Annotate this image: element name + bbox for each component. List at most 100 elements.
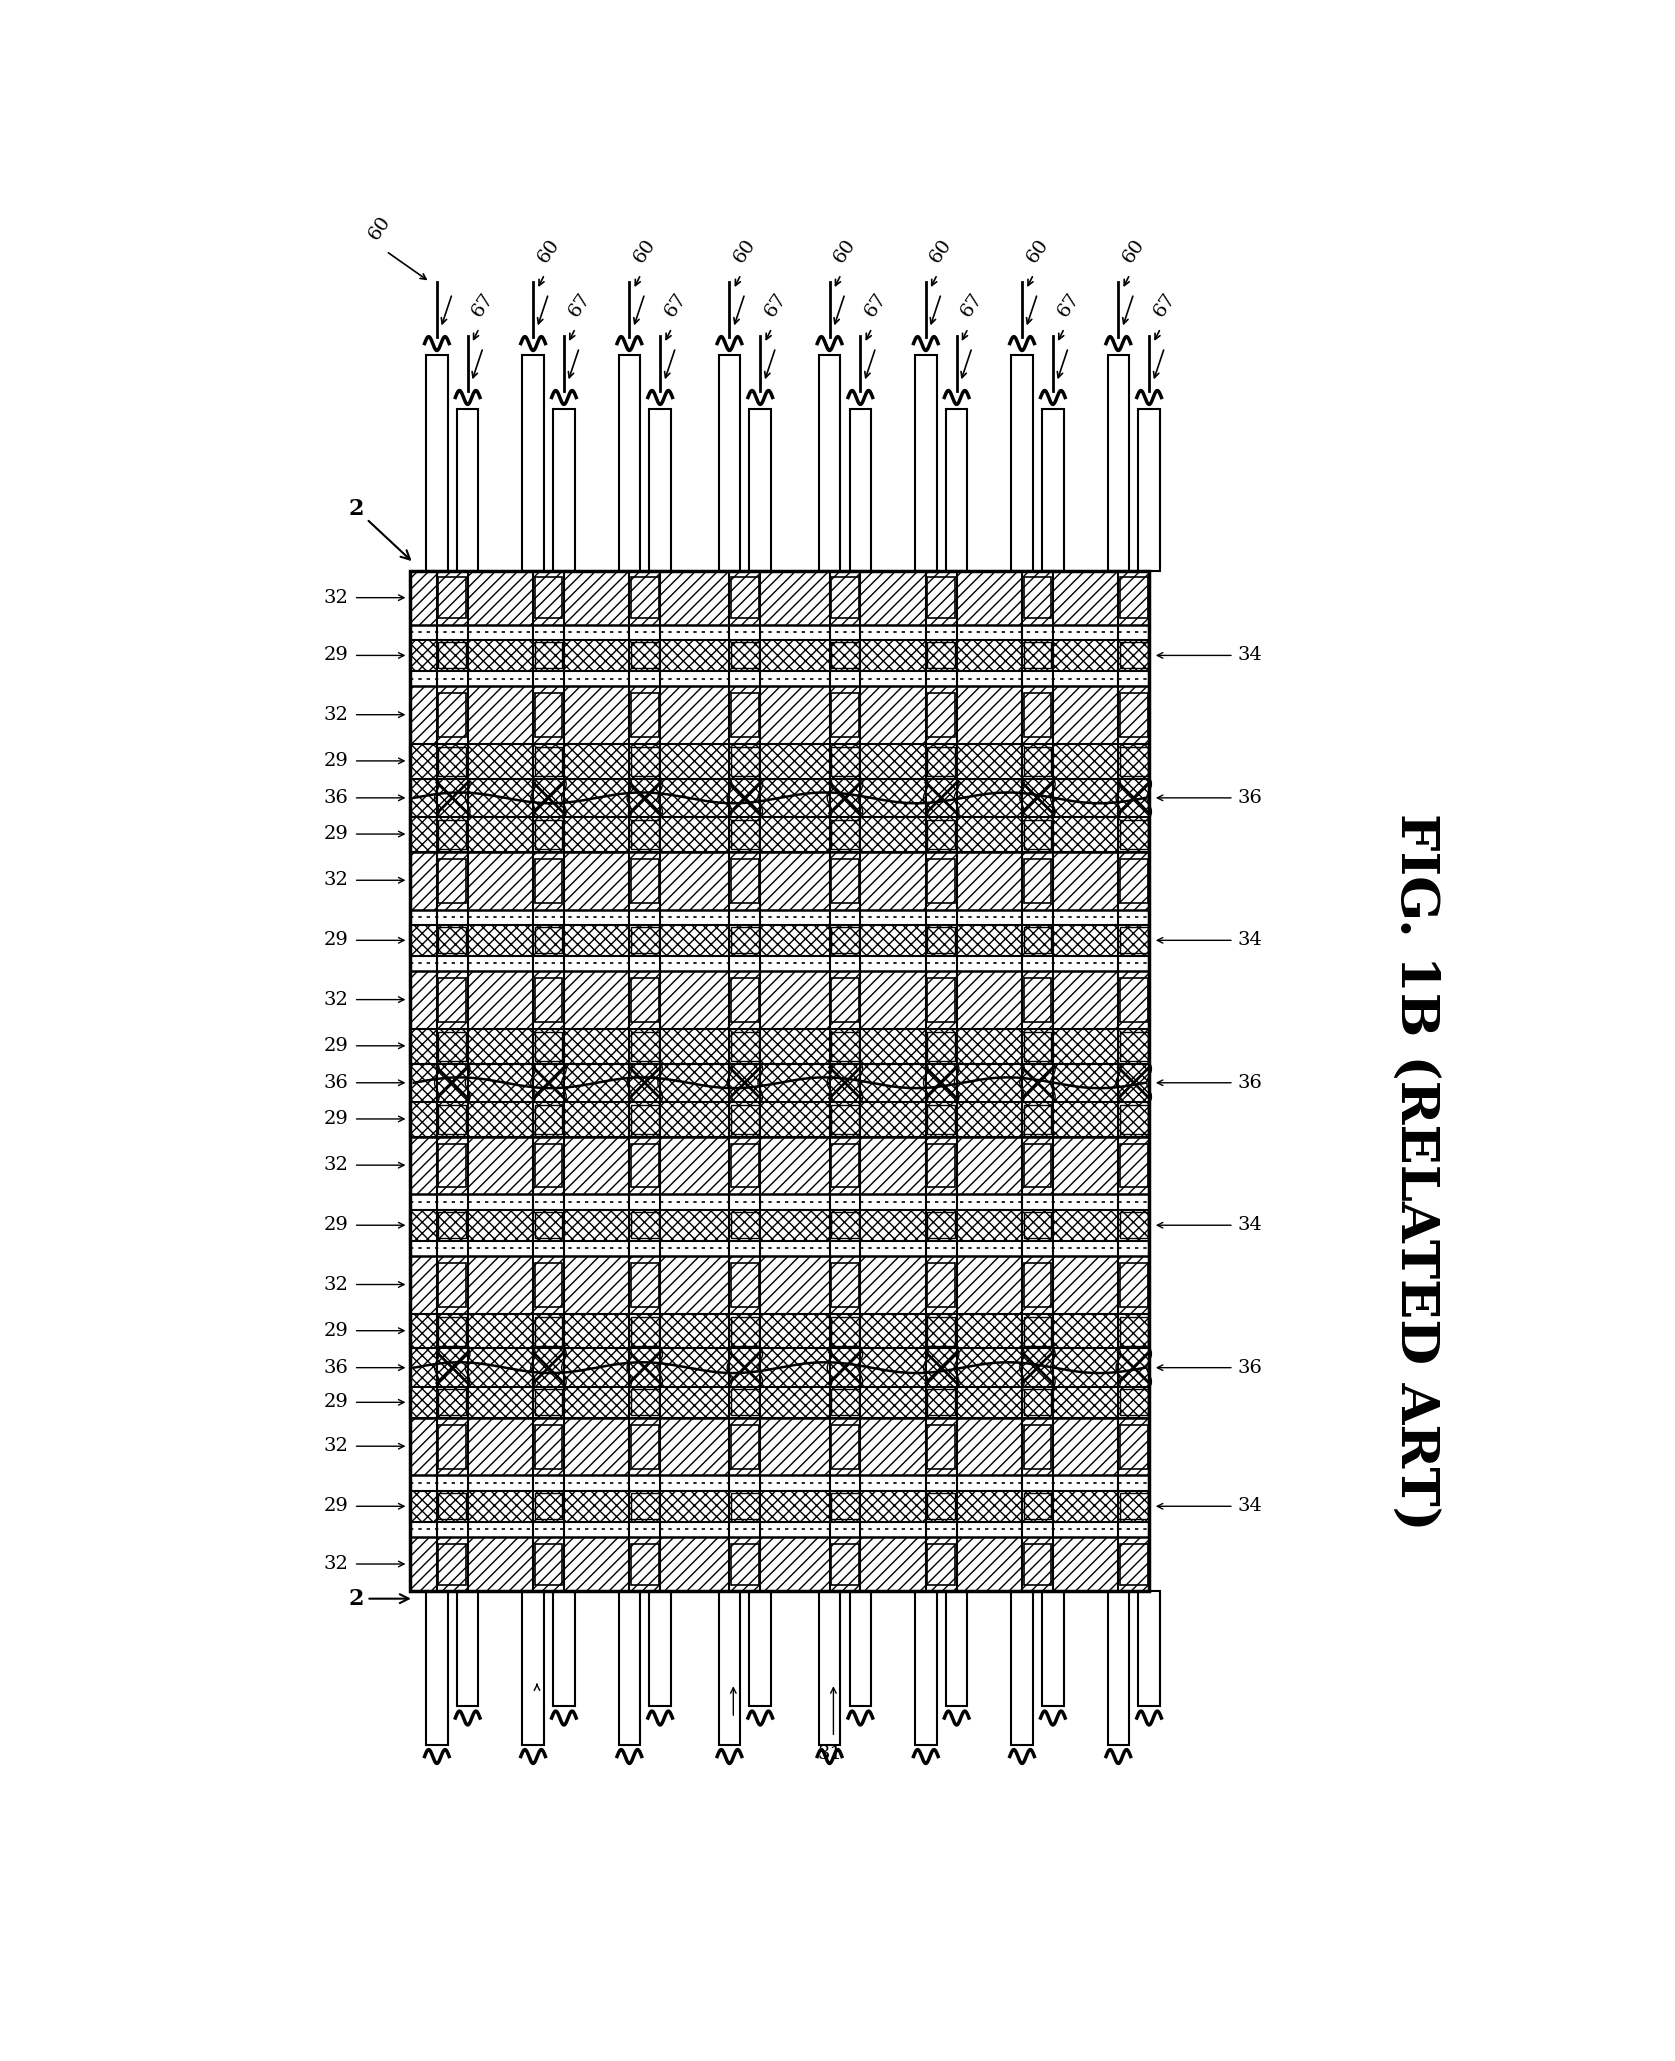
Bar [534,692,563,738]
Bar [1121,1424,1147,1469]
Text: 32: 32 [323,1554,348,1573]
Bar [730,1144,759,1187]
Bar [439,1544,466,1585]
Bar [831,577,859,618]
Bar [410,1490,1149,1521]
Bar [410,816,1149,851]
Bar [1121,1389,1147,1416]
Text: 36: 36 [1238,789,1263,806]
Bar [534,1544,563,1585]
Bar [831,1317,859,1346]
Bar [1139,408,1159,571]
Bar [928,692,955,738]
Text: 29: 29 [323,1393,348,1412]
Bar [410,1255,1149,1313]
Bar [928,859,955,903]
Bar [534,859,563,903]
Text: FIG. 1B (RELATED ART): FIG. 1B (RELATED ART) [1389,812,1440,1529]
Bar [534,1212,563,1239]
Bar [831,979,859,1022]
Bar [1023,643,1052,668]
Bar [631,927,658,954]
Bar [849,1591,871,1707]
Bar [1012,354,1033,571]
Bar [1121,1212,1147,1239]
Bar [928,746,955,775]
Bar [831,1105,859,1134]
Bar [650,408,672,571]
Bar [730,1389,759,1416]
Bar [534,1033,563,1061]
Bar [928,1263,955,1307]
Bar [553,1591,575,1707]
Bar [631,820,658,849]
Bar [534,820,563,849]
Bar [1023,859,1052,903]
Bar [928,577,955,618]
Bar [1023,577,1052,618]
Bar [928,1389,955,1416]
Bar [1121,1105,1147,1134]
Bar [410,1138,1149,1195]
Bar [730,1105,759,1134]
Bar [631,1544,658,1585]
Bar [730,927,759,954]
Text: 32: 32 [323,1437,348,1455]
Bar [730,1494,759,1519]
Text: 29: 29 [323,824,348,843]
Bar [831,1033,859,1061]
Bar [439,927,466,954]
Bar [523,1591,544,1746]
Bar [1023,1263,1052,1307]
Bar [631,859,658,903]
Bar [439,1144,466,1187]
Bar [534,979,563,1022]
Bar [439,1389,466,1416]
Bar [1023,1144,1052,1187]
Bar [439,1105,466,1134]
Bar [1139,1591,1159,1707]
Bar [439,1263,466,1307]
Bar [1121,577,1147,618]
Text: 32: 32 [323,872,348,888]
Bar [410,571,1149,624]
Bar [631,1144,658,1187]
Bar [831,820,859,849]
Bar [928,643,955,668]
Bar [631,577,658,618]
Bar [1012,1591,1033,1746]
Bar [928,1424,955,1469]
Bar [1107,1591,1129,1746]
Bar [730,1212,759,1239]
Text: 2: 2 [348,1587,409,1610]
Bar [631,979,658,1022]
Bar [439,692,466,738]
Bar [410,971,1149,1028]
Bar [534,577,563,618]
Text: 31: 31 [817,1746,843,1762]
Bar [1121,643,1147,668]
Bar [631,1317,658,1346]
Bar [534,1389,563,1416]
Bar [1023,1033,1052,1061]
Text: 29: 29 [323,1216,348,1235]
Bar [928,1544,955,1585]
Text: 32: 32 [323,1156,348,1175]
Text: 32: 32 [323,991,348,1008]
Bar [730,643,759,668]
Bar [410,1210,1149,1241]
Bar [410,1063,1149,1103]
Bar [410,1348,1149,1387]
Text: 60: 60 [365,212,394,243]
Bar [719,1591,740,1746]
Bar [1042,408,1064,571]
Bar [1023,1424,1052,1469]
Bar [946,408,968,571]
Bar [1023,1544,1052,1585]
Bar [1023,1105,1052,1134]
Bar [631,1105,658,1134]
Bar [928,1317,955,1346]
Bar [928,1144,955,1187]
Bar [831,1544,859,1585]
Text: 67: 67 [861,291,889,319]
